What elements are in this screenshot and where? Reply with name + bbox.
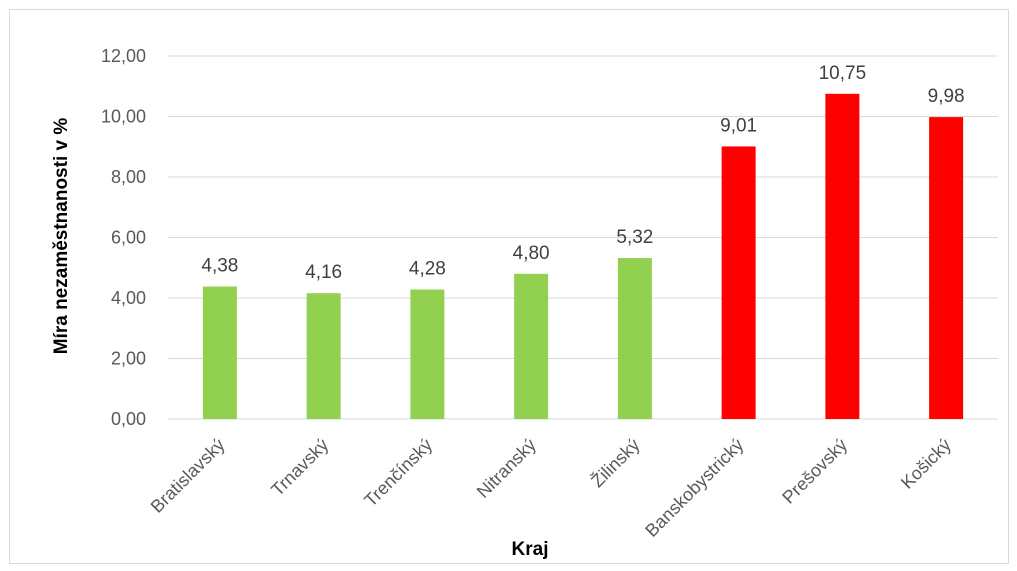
bar: [202, 286, 237, 419]
y-tick-label: 4,00: [111, 288, 146, 308]
data-label: 9,01: [720, 115, 757, 136]
bar: [721, 146, 756, 419]
y-axis-title: Míra nezaměstnanosti v %: [51, 118, 72, 355]
y-tick-label: 12,00: [101, 46, 146, 66]
x-tick-labels: Bratislavský Trnavský Trenčínský Nitranský Ž…: [147, 435, 955, 541]
bar: [410, 289, 445, 419]
x-tick-label: Trnavský: [267, 435, 332, 500]
bar: [514, 273, 549, 419]
x-tick-label: Bratislavský: [147, 435, 229, 517]
data-label: 9,98: [928, 86, 965, 107]
y-tick-label: 2,00: [111, 349, 146, 369]
bar: [306, 293, 341, 419]
data-label: 5,32: [616, 227, 653, 248]
x-tick-label: Prešovský: [778, 435, 851, 508]
bar: [617, 258, 652, 419]
gridlines: [168, 55, 998, 420]
x-tick-label: Nitranský: [473, 435, 540, 502]
data-label: 4,80: [513, 243, 550, 264]
data-label: 4,16: [305, 262, 342, 283]
x-tick-label: Žilinský: [587, 435, 644, 492]
data-label: 10,75: [819, 63, 867, 84]
bar: [825, 93, 860, 419]
x-tick-label: Košický: [897, 435, 955, 493]
y-tick-label: 8,00: [111, 167, 146, 187]
data-label: 4,28: [409, 259, 446, 280]
bar: [929, 117, 964, 419]
data-label: 4,38: [201, 256, 238, 277]
x-tick-label: Banskobystrický: [641, 435, 747, 541]
data-labels: 4,38 4,16 4,28 4,80 5,32 9,01 10,75 9,98: [201, 63, 964, 283]
y-tick-label: 6,00: [111, 228, 146, 248]
y-tick-label: 0,00: [111, 409, 146, 429]
y-tick-labels: 0,00 2,00 4,00 6,00 8,00 10,00 12,00: [101, 46, 146, 429]
x-tick-label: Trenčínský: [360, 435, 436, 511]
y-tick-label: 10,00: [101, 107, 146, 127]
bars: [202, 93, 964, 419]
x-axis-title: Kraj: [512, 539, 549, 560]
